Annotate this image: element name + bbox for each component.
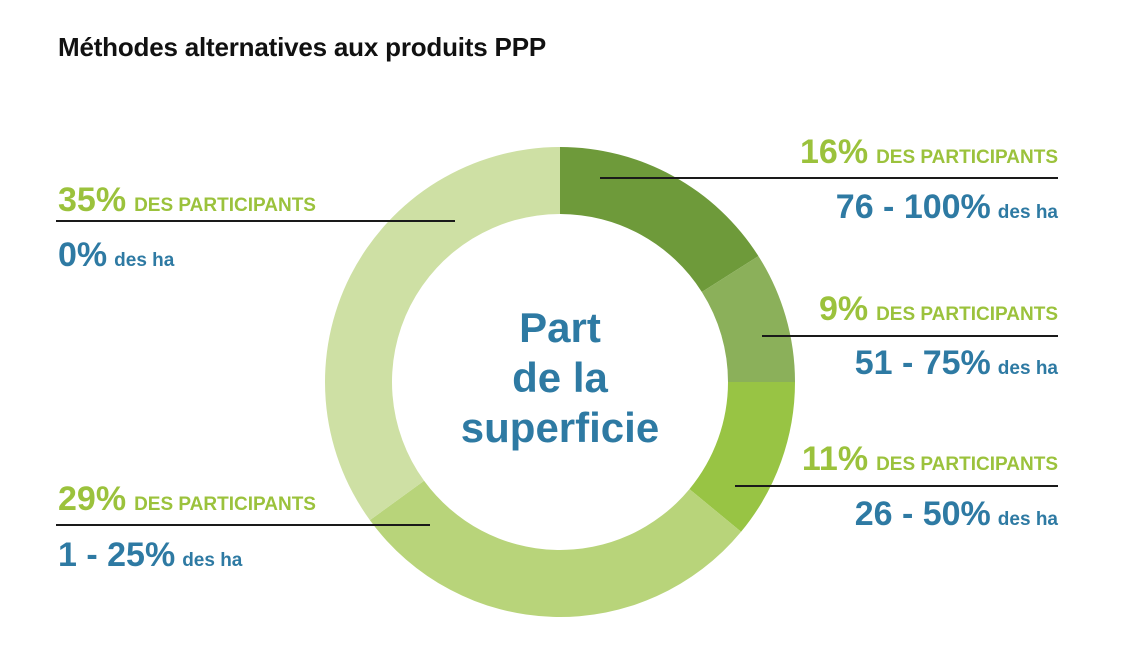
donut-slice-9: [701, 256, 795, 382]
slice-range-label: 76 - 100% des ha: [836, 188, 1059, 226]
center-label-line: superficie: [461, 404, 659, 451]
slice-range-label: 51 - 75% des ha: [855, 344, 1059, 382]
slice-range-label: 0% des ha: [58, 236, 175, 274]
slice-labels: 16% DES PARTICIPANTS 76 - 100% des ha 9% DES …: [58, 133, 1058, 574]
leader-lines: [56, 177, 1058, 526]
slice-range-label: 1 - 25% des ha: [58, 536, 243, 574]
center-label-line: Part: [519, 304, 601, 351]
slice-pct-label: 29% DES PARTICIPANTS: [58, 480, 316, 518]
donut-slice-29: [369, 480, 742, 617]
center-label: Part de la superficie: [461, 304, 659, 451]
donut-slices: [325, 147, 795, 617]
donut-slice-16: [560, 147, 759, 292]
donut-slice-11: [689, 382, 795, 532]
donut-slice-35: [325, 147, 560, 521]
center-label-line: de la: [512, 354, 608, 401]
slice-pct-label: 16% DES PARTICIPANTS: [800, 133, 1058, 171]
chart-title: Méthodes alternatives aux produits PPP: [58, 32, 546, 62]
slice-pct-label: 9% DES PARTICIPANTS: [819, 290, 1058, 328]
slice-range-label: 26 - 50% des ha: [855, 495, 1059, 533]
slice-pct-label: 11% DES PARTICIPANTS: [802, 440, 1058, 478]
slice-pct-label: 35% DES PARTICIPANTS: [58, 181, 316, 219]
